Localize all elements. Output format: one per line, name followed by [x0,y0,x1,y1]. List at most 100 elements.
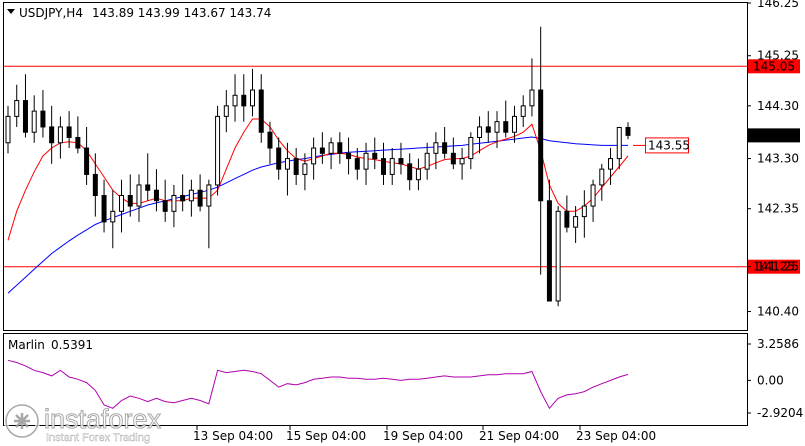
candle-body-bull [424,152,430,170]
candle-body-bear [153,189,159,202]
candle [206,179,212,249]
candle-body-bull [468,136,474,160]
candle-body-bull [215,115,221,186]
candle-body-bull [529,89,535,107]
candle [66,111,72,149]
candle-body-bear [485,126,491,133]
indicator-value: 0.5391 [51,338,93,352]
candle-body-bull [433,142,439,154]
candle-body-bear [538,89,544,202]
candle [5,105,11,154]
candle [608,148,614,185]
candle [363,142,369,185]
candle-body-bull [110,210,116,223]
y-tick-label-1: 145.25 [757,49,799,63]
candle [450,137,456,170]
candle-body-bear [66,126,72,138]
candle-body-bull [555,210,561,302]
indicator-line [7,359,629,410]
candle [433,132,439,170]
candle [520,95,526,127]
candle-body-bear [84,147,90,175]
level-label-1: 141.25 [753,260,795,274]
candle [337,132,343,164]
y-tick-label-0: 146.25 [757,0,799,10]
candle [581,190,587,238]
level-label-box-1 [748,259,800,274]
candle [153,169,159,212]
candle-body-bull [119,195,125,212]
candle-body-bull [171,195,177,212]
candle-body-bull [302,163,308,175]
candle [573,206,579,243]
candle-body-bull [206,184,212,207]
candle [40,90,46,138]
candle [101,179,107,233]
candle [459,148,465,180]
collapse-triangle-icon[interactable] [7,9,15,14]
candle-body-bear [293,158,299,175]
candle-body-bear [197,189,203,207]
candle [424,142,430,180]
candle [625,122,631,140]
candle-body-bull [5,115,11,144]
candle [354,148,360,180]
candle-body-bull [284,158,290,170]
indicator-name: Marlin [8,338,45,352]
y-tick-label-5: 141.25 [757,260,799,274]
candle-body-bear [49,126,55,144]
candle [162,179,168,222]
candle-body-bull [223,105,229,117]
indicator-tick-label-0: 3.2586 [757,337,799,351]
candle-body-bull [477,126,483,138]
candle-body-bull [616,126,622,160]
candle-body-bull [511,115,517,133]
candle [250,68,256,117]
candle [267,121,273,164]
candle [14,84,20,127]
candle [590,179,596,222]
candle-body-bull [232,94,238,107]
brand-tagline: Instant Forex Trading [46,432,150,444]
candle-body-bear [398,158,404,165]
candle [171,184,177,228]
candle [284,142,290,196]
candle [258,74,264,143]
candle-body-bull [311,147,317,165]
brand-name: instaforex [44,404,162,434]
symbol-label: USDJPY,H4 [19,6,83,20]
price-panel [3,2,748,331]
candle [538,26,544,275]
level-label-box-0 [748,59,800,74]
candle [468,132,474,170]
candle-body-bear [40,110,46,128]
candle [328,137,334,170]
candle [110,190,116,249]
candle-body-bull [581,205,587,218]
candle-body-bear [276,147,282,170]
y-tick-label-4: 142.35 [757,202,799,216]
x-tick-label-1: 15 Sep 04:00 [286,429,366,443]
x-tick-label-3: 21 Sep 04:00 [479,429,559,443]
candle-body-bull [31,110,37,133]
candle [188,179,194,217]
candle [415,158,421,191]
ohlc-label: 143.89 143.99 143.67 143.74 [92,6,271,20]
candle [389,148,395,185]
candle [119,179,125,233]
candle-body-bear [145,184,151,191]
candle [372,137,378,170]
indicator-tick-label-2: -2.9204 [757,406,803,420]
candle-body-bull [494,121,500,133]
candle [442,126,448,159]
ma-annotation-label: 143.55 [648,138,690,152]
x-tick-label-4: 23 Sep 04:00 [576,429,656,443]
candle [494,111,500,149]
candle-body-bull [57,126,63,144]
chart-header: USDJPY,H4 143.89 143.99 143.67 143.74 [7,6,271,20]
candle-body-bear [267,131,273,149]
candle-body-bear [319,147,325,154]
candle [92,153,98,217]
candle-body-bear [241,94,247,107]
candle-body-bear [380,158,386,175]
